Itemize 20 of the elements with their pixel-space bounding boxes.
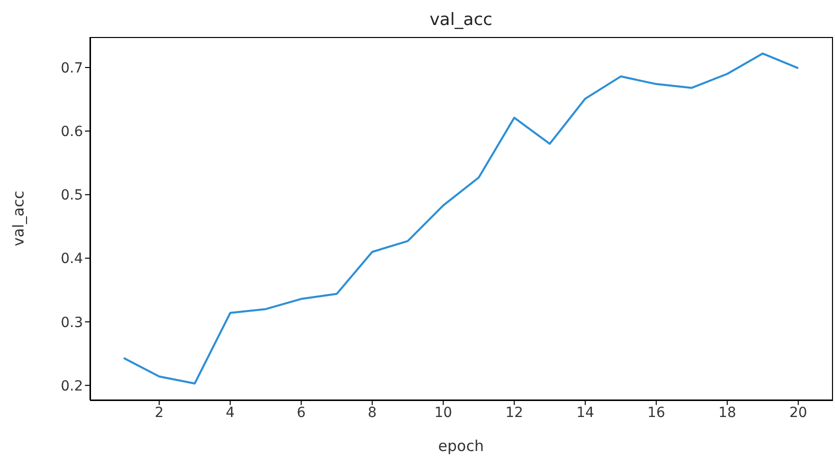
y-tick-label: 0.4 — [60, 251, 84, 268]
line-series — [122, 52, 800, 384]
y-axis-title: val_acc — [9, 190, 28, 246]
y-tick-label: 0.7 — [60, 60, 83, 76]
x-tick-label: 4 — [226, 404, 235, 421]
x-tick-label: 2 — [154, 404, 164, 421]
y-tick-label: 0.6 — [60, 124, 84, 140]
y-tick-label: 0.3 — [60, 314, 83, 331]
x-tick-label: 12 — [505, 404, 524, 421]
x-tick-label: 14 — [576, 404, 594, 421]
x-tick-label: 6 — [296, 404, 306, 421]
x-tick-label: 8 — [368, 404, 377, 421]
x-tick-label: 20 — [789, 404, 808, 421]
x-tick-label: 10 — [434, 404, 452, 421]
chart-title: val_acc — [428, 10, 494, 30]
y-tick-label: 0.5 — [60, 188, 83, 204]
x-tick-label: 16 — [647, 404, 666, 421]
x-axis-title: epoch — [438, 437, 484, 455]
y-tick-label: 0.2 — [60, 378, 83, 394]
x-tick-label: 18 — [718, 404, 736, 421]
